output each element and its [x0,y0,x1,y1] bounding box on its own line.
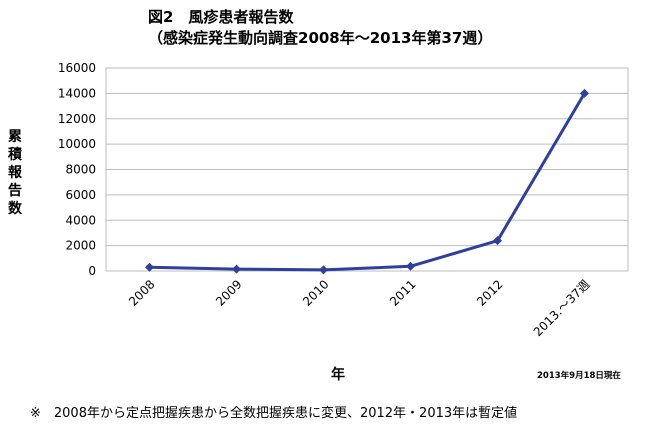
plot-border [105,67,629,272]
data-point [493,236,502,246]
series-line [149,92,586,272]
footnote: ※ 2008年から定点把握疾患から全数把握疾患に変更、2012年・2013年は暫… [30,406,518,421]
y-tick-label: 14000 [58,86,96,100]
y-tick-label: 16000 [58,61,96,75]
y-tick-label: 6000 [65,188,96,202]
y-tick-label: 12000 [58,112,96,126]
data-point [319,265,328,275]
chart-subtitle: （感染症発生動向調査2008年～2013年第37週） [148,29,493,47]
y-tick-label: 0 [88,264,96,278]
y-tick-label: 10000 [58,137,96,151]
x-tick-label: 2008 [126,277,157,308]
x-axis-label: 年 [331,367,345,383]
data-point [406,261,415,271]
chart-title: 図2 風疹患者報告数 [148,8,294,26]
as-of-date-note: 2013年9月18日現在 [537,371,621,381]
y-axis-label: 累積報告数 [8,129,22,217]
x-tick-label: 2011 [387,277,418,308]
x-tick-label: 2012 [474,277,505,308]
data-point [580,88,589,98]
data-point [145,262,154,272]
data-point [232,264,241,274]
y-tick-label: 4000 [65,213,96,227]
y-tick-label: 2000 [65,239,96,253]
x-tick-label: 2010 [300,277,331,308]
x-tick-label: 2013.～37週 [531,277,593,339]
x-tick-label: 2009 [213,277,244,308]
y-tick-label: 8000 [65,163,96,177]
